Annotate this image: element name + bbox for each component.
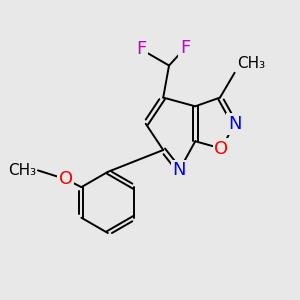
- Text: N: N: [172, 161, 186, 179]
- Text: F: F: [136, 40, 146, 58]
- Text: O: O: [214, 140, 229, 158]
- Text: CH₃: CH₃: [8, 163, 37, 178]
- Text: CH₃: CH₃: [237, 56, 265, 71]
- Text: F: F: [180, 39, 190, 57]
- Text: O: O: [58, 170, 73, 188]
- Text: N: N: [228, 115, 241, 133]
